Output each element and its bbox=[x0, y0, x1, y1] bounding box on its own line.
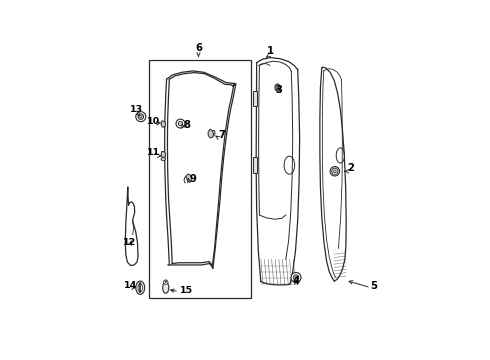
Ellipse shape bbox=[163, 282, 169, 293]
Circle shape bbox=[291, 273, 301, 283]
Text: 14: 14 bbox=[124, 281, 137, 290]
Polygon shape bbox=[161, 151, 166, 158]
Text: 10: 10 bbox=[147, 117, 160, 126]
Ellipse shape bbox=[136, 281, 145, 294]
Circle shape bbox=[295, 276, 297, 279]
Ellipse shape bbox=[336, 148, 344, 163]
Circle shape bbox=[138, 114, 144, 120]
Text: 11: 11 bbox=[147, 148, 160, 157]
Text: 15: 15 bbox=[180, 286, 193, 295]
Text: 1: 1 bbox=[267, 46, 273, 56]
Text: 2: 2 bbox=[347, 163, 354, 173]
Polygon shape bbox=[186, 174, 192, 183]
Ellipse shape bbox=[275, 84, 280, 91]
Polygon shape bbox=[161, 121, 166, 127]
Text: 13: 13 bbox=[129, 105, 143, 114]
Ellipse shape bbox=[138, 284, 143, 292]
Ellipse shape bbox=[161, 157, 166, 161]
Text: 9: 9 bbox=[190, 174, 196, 184]
Polygon shape bbox=[208, 129, 214, 138]
Bar bbox=[252, 91, 257, 107]
Text: 4: 4 bbox=[293, 276, 299, 286]
Text: 6: 6 bbox=[195, 43, 202, 53]
Bar bbox=[252, 157, 257, 173]
Text: 3: 3 bbox=[275, 85, 282, 95]
Circle shape bbox=[136, 112, 146, 122]
Ellipse shape bbox=[330, 167, 340, 176]
Text: 12: 12 bbox=[123, 238, 137, 247]
Ellipse shape bbox=[276, 85, 279, 90]
Ellipse shape bbox=[334, 170, 336, 173]
Circle shape bbox=[293, 275, 299, 280]
Circle shape bbox=[164, 280, 168, 284]
Text: 8: 8 bbox=[183, 120, 190, 130]
Text: 7: 7 bbox=[219, 130, 225, 140]
Circle shape bbox=[176, 119, 185, 128]
Circle shape bbox=[165, 281, 167, 283]
Circle shape bbox=[140, 116, 142, 118]
Text: 5: 5 bbox=[370, 282, 377, 291]
Circle shape bbox=[178, 121, 183, 126]
Ellipse shape bbox=[284, 156, 294, 174]
Ellipse shape bbox=[332, 168, 338, 174]
Bar bbox=[148, 60, 251, 298]
